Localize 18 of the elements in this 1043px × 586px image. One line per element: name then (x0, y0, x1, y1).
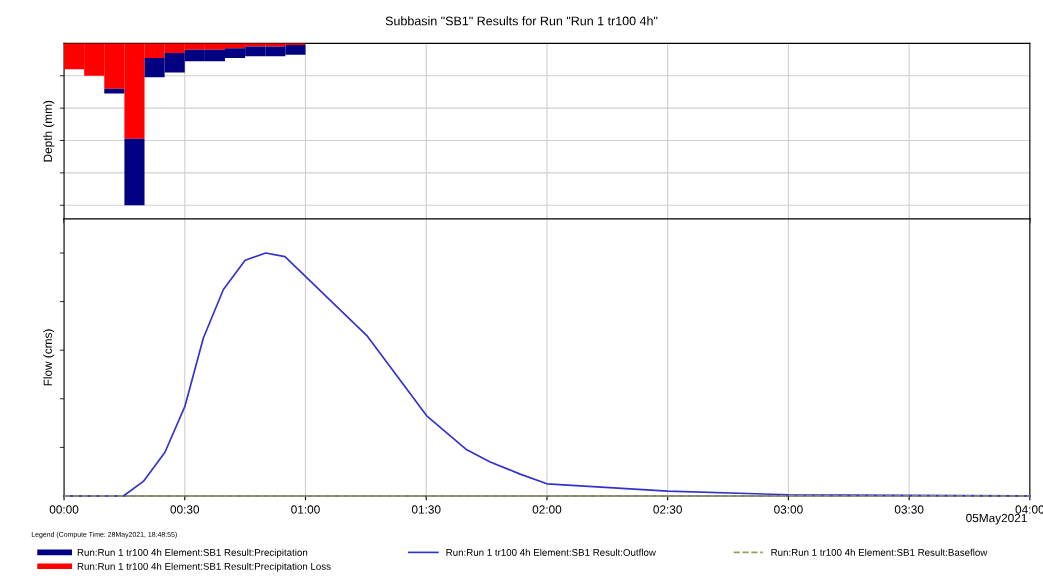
x-tick-label: 03:30 (894, 505, 924, 514)
legend-label: Run:Run 1 tr100 4h Element:SB1 Result:Precipitation Loss (77, 562, 331, 572)
legend-label: Run:Run 1 tr100 4h Element:SB1 Result:Baseflow (771, 548, 988, 556)
x-tick-label: 02:30 (653, 505, 682, 514)
chart-title: Subbasin "SB1" Results for Run "Run 1 tr100 4h" (385, 16, 658, 26)
y-axis-title: Flow (cms) (43, 329, 55, 386)
x-tick-label: 01:30 (411, 505, 441, 514)
x-tick-label: 00:30 (170, 505, 200, 514)
y-axis-title: Depth (mm) (43, 100, 55, 162)
bar (104, 88, 125, 94)
bar (124, 138, 145, 206)
x-tick-label: 00:00 (49, 505, 79, 514)
legend-label: Run:Run 1 tr100 4h Element:SB1 Result:Outflow (446, 548, 656, 556)
text: 05May2021 (966, 513, 1027, 525)
x-tick-label: 02:00 (532, 505, 562, 514)
x-tick-label: 03:00 (774, 505, 803, 514)
legend-label: Run:Run 1 tr100 4h Element:SB1 Result:Precipitation (77, 548, 308, 558)
x-tick-label: 01:00 (291, 505, 320, 514)
